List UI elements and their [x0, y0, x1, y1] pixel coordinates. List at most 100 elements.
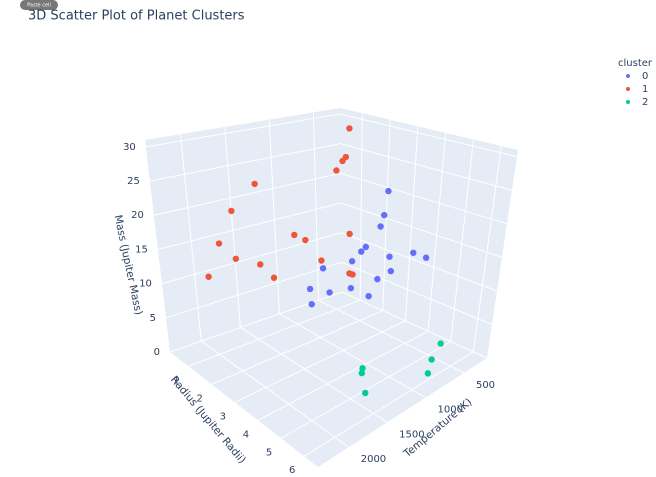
point: [424, 370, 432, 377]
z-tick-label: 30: [123, 142, 136, 153]
grid-line: [268, 119, 280, 314]
point: [319, 265, 327, 272]
x-tick-label: 4: [243, 429, 249, 440]
grid-line: [145, 113, 341, 148]
point: [346, 270, 353, 277]
x-tick-label: 3: [220, 411, 226, 422]
y-tick-label: 1000: [438, 405, 463, 416]
x-tick-label: 1: [173, 375, 179, 386]
grid-line: [157, 202, 342, 250]
plot-area: 0 5 10 15 20 25 30 1 2 3 4 5 6 500 1000 1500 2000: [123, 108, 518, 476]
point: [326, 289, 333, 296]
point: [257, 261, 264, 268]
point: [339, 157, 346, 165]
point: [306, 285, 314, 293]
y-tick-label: 1500: [399, 429, 424, 440]
grid-line: [312, 112, 320, 301]
point: [291, 231, 298, 239]
legend-marker: [626, 100, 630, 104]
grid-line: [200, 340, 350, 448]
grid-line: [153, 172, 341, 216]
legend-label[interactable]: 2: [642, 97, 648, 108]
point: [302, 236, 309, 244]
z-tick-label: 5: [150, 313, 156, 324]
legend-marker: [626, 87, 630, 91]
point: [347, 284, 355, 292]
x-tick-label: 6: [289, 465, 295, 476]
grid-line: [341, 261, 493, 325]
grid-line: [341, 291, 488, 359]
point: [362, 389, 369, 397]
point: [346, 230, 353, 238]
z-tick-label: 15: [135, 244, 148, 255]
point: [348, 258, 356, 265]
point: [387, 267, 395, 275]
point: [318, 257, 325, 264]
point: [358, 248, 365, 255]
point: [428, 356, 435, 363]
point: [410, 249, 417, 256]
grid-line: [450, 139, 474, 342]
grid-line: [161, 232, 342, 285]
grid-line: [165, 261, 342, 319]
point: [232, 255, 240, 262]
badge-bg: [20, 0, 58, 10]
point: [215, 240, 223, 247]
legend-marker: [626, 74, 630, 78]
point: [385, 187, 392, 195]
point: [359, 365, 366, 372]
z-axis-title: Mass (Jupiter Mass): [112, 214, 145, 316]
chart-title: 3D Scatter Plot of Planet Clusters: [28, 9, 245, 24]
point: [422, 254, 430, 261]
point: [365, 292, 372, 300]
point: [362, 243, 370, 251]
grid-line: [359, 113, 363, 301]
grid-line: [188, 299, 361, 367]
grid-line: [224, 126, 241, 328]
grid-line: [318, 299, 465, 374]
grid-line: [341, 232, 498, 292]
grid-line: [303, 351, 474, 457]
point: [251, 180, 258, 188]
grid-line: [179, 134, 202, 342]
point: [358, 369, 365, 377]
grid-line: [472, 145, 502, 352]
y-tick-label: 2000: [361, 454, 386, 465]
grid-line: [404, 126, 419, 321]
grid-line: [340, 172, 508, 225]
grid-line: [427, 132, 447, 332]
point: [374, 275, 381, 283]
point: [308, 300, 315, 308]
z-tick-label: 0: [154, 347, 160, 358]
grid-line: [340, 143, 513, 191]
badge: Paste cell: [27, 3, 51, 9]
z-tick-label: 10: [139, 279, 152, 290]
point: [205, 273, 212, 280]
y-tick-label: 500: [476, 380, 495, 391]
point: [386, 253, 393, 260]
point: [377, 223, 384, 230]
grid-line: [234, 320, 406, 403]
point: [270, 274, 278, 281]
point: [346, 125, 353, 132]
point: [333, 167, 340, 174]
grid-line: [149, 143, 341, 182]
grid-line: [257, 330, 429, 421]
x-tick-label: 5: [266, 447, 272, 458]
point: [228, 207, 235, 215]
x-tick-label: 2: [196, 393, 202, 404]
legend: 0 1 2: [626, 71, 648, 108]
grid-line: [240, 327, 388, 423]
z-tick-label: 25: [127, 176, 140, 187]
legend-title: cluster: [618, 58, 653, 69]
grid-line: [340, 202, 503, 258]
grid-line: [279, 313, 426, 399]
point: [437, 340, 444, 347]
back-wall: [145, 108, 342, 352]
point: [381, 211, 388, 219]
legend-label[interactable]: 1: [642, 84, 648, 95]
legend-label[interactable]: 0: [642, 71, 648, 82]
z-tick-label: 20: [131, 210, 144, 221]
grid-line: [339, 113, 518, 158]
